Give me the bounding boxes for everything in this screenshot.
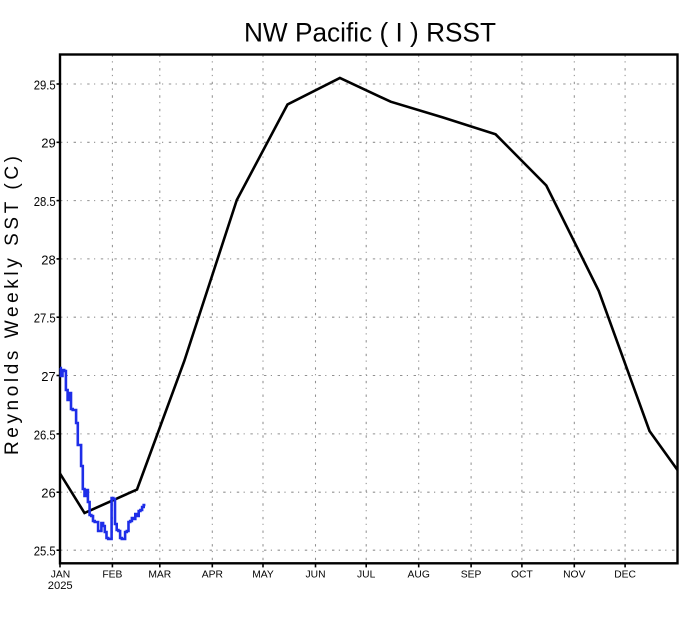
svg-text:MAY: MAY	[252, 569, 274, 580]
svg-text:MAR: MAR	[148, 569, 171, 580]
svg-text:SEP: SEP	[461, 569, 482, 580]
svg-text:27.5: 27.5	[34, 311, 56, 326]
svg-text:NOV: NOV	[563, 569, 585, 580]
svg-text:26.5: 26.5	[34, 427, 56, 442]
svg-text:DEC: DEC	[614, 569, 636, 580]
svg-text:29: 29	[41, 136, 55, 151]
svg-text:APR: APR	[202, 569, 223, 580]
svg-text:FEB: FEB	[102, 569, 122, 580]
svg-text:27: 27	[41, 369, 55, 384]
svg-text:28.5: 28.5	[34, 194, 56, 209]
svg-text:OCT: OCT	[511, 569, 533, 580]
svg-text:JUL: JUL	[357, 569, 376, 580]
svg-text:NW Pacific ( I ) RSST: NW Pacific ( I ) RSST	[244, 17, 496, 47]
svg-text:JAN: JAN	[51, 569, 70, 580]
svg-text:JUN: JUN	[305, 569, 325, 580]
svg-text:29.5: 29.5	[34, 77, 56, 92]
svg-text:2025: 2025	[48, 580, 73, 592]
svg-text:25.5: 25.5	[34, 544, 56, 559]
svg-text:26: 26	[41, 486, 55, 501]
svg-text:AUG: AUG	[408, 569, 430, 580]
svg-text:28: 28	[41, 252, 55, 267]
